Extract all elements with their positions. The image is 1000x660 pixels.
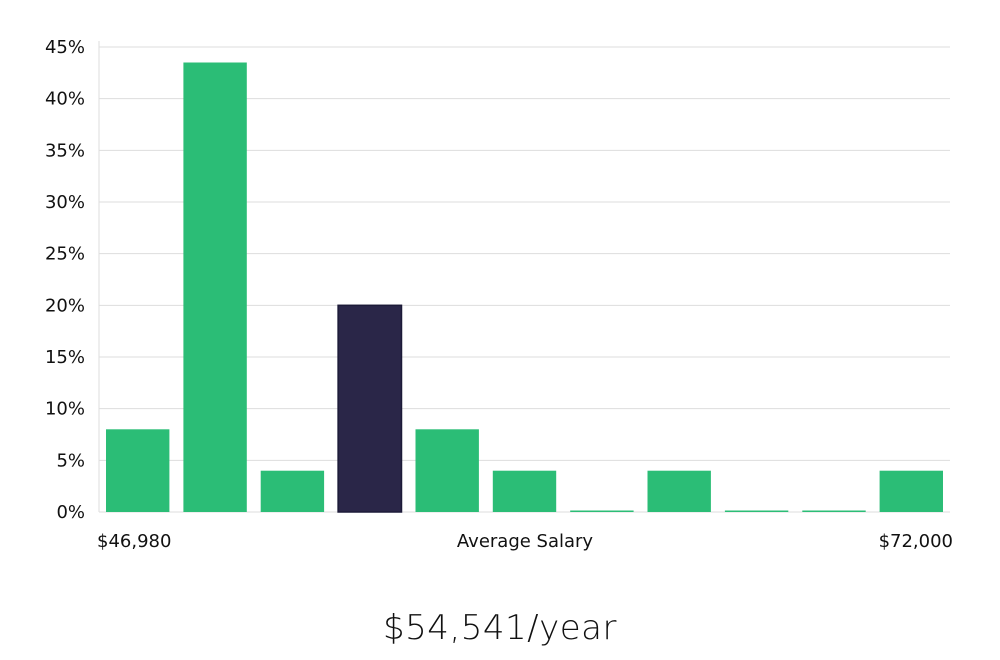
y-tick-label: 15% (45, 347, 85, 368)
x-max-label: $72,000 (879, 531, 953, 552)
bar (647, 470, 711, 512)
bar (260, 470, 325, 512)
x-min-label: $46,980 (97, 531, 171, 552)
y-tick-label: 45% (45, 37, 85, 58)
x-axis-label: Average Salary (457, 531, 594, 552)
bar (415, 429, 479, 512)
average-salary-summary: $54,541/year (383, 608, 617, 648)
bar (570, 510, 634, 512)
bar (183, 62, 247, 512)
bar (106, 429, 170, 512)
y-axis-ticks: 0% 5% 10% 15% 20% 25% 30% 35% 40% 45% (45, 37, 85, 523)
y-tick-label: 35% (45, 140, 85, 161)
bar-highlighted (337, 304, 403, 513)
bars (106, 62, 943, 513)
bar (879, 470, 943, 512)
y-tick-label: 5% (56, 450, 85, 471)
bar (802, 510, 866, 512)
y-tick-label: 30% (45, 192, 85, 213)
bar (724, 510, 789, 512)
y-tick-label: 40% (45, 89, 85, 110)
bar (492, 470, 557, 512)
y-tick-label: 20% (45, 295, 85, 316)
y-tick-label: 25% (45, 244, 85, 265)
y-tick-label: 10% (45, 399, 85, 420)
y-tick-label: 0% (56, 502, 85, 523)
salary-histogram: 0% 5% 10% 15% 20% 25% 30% 35% 40% 45% $46,980 Ave… (45, 37, 953, 552)
